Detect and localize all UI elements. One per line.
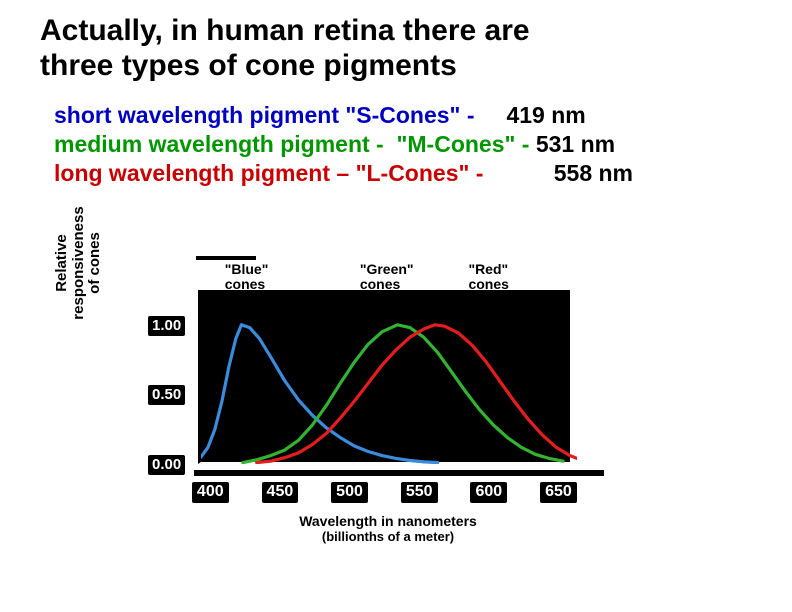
x-axis-label-l2: (billionths of a meter) <box>322 529 454 544</box>
title-line-2: three types of cone pigments <box>40 49 457 82</box>
l-cone-text: long wavelength pigment – "L-Cones" - <box>54 160 554 186</box>
xtick-4: 600 <box>470 482 507 503</box>
xtick-5: 650 <box>540 482 577 503</box>
ytick-0: 1.00 <box>148 316 185 336</box>
m-cone-text: medium wavelength pigment - "M-Cones" - <box>54 131 536 157</box>
xtick-0: 400 <box>192 482 229 503</box>
x-axis-line <box>194 470 604 476</box>
cone-chart: Relative responsiveness of cones 1.00 0.… <box>60 260 720 590</box>
l-cone-nm: 558 nm <box>554 160 633 186</box>
page-title: Actually, in human retina there are thre… <box>0 0 700 83</box>
chart-svg <box>201 290 577 464</box>
xtick-1: 450 <box>262 482 299 503</box>
annotation-blue: "Blue" cones <box>225 262 269 291</box>
y-axis-label-l1: Relative responsiveness <box>53 206 87 319</box>
annotation-green: "Green" cones <box>360 262 414 291</box>
s-cone-nm: 419 nm <box>506 102 585 128</box>
l-cone-row: long wavelength pigment – "L-Cones" - 55… <box>54 159 792 188</box>
plot-top-tick <box>196 256 256 260</box>
ytick-1: 0.50 <box>148 385 185 405</box>
cone-list: short wavelength pigment "S-Cones" - 419… <box>0 101 792 187</box>
title-line-1: Actually, in human retina there are <box>40 14 530 47</box>
s-cone-text: short wavelength pigment "S-Cones" - <box>54 102 506 128</box>
y-axis-label-l2: of cones <box>86 232 103 294</box>
xtick-2: 500 <box>331 482 368 503</box>
x-axis-label: Wavelength in nanometers (billionths of … <box>228 514 548 545</box>
y-axis-label: Relative responsiveness of cones <box>54 178 94 348</box>
ytick-2: 0.00 <box>148 455 185 475</box>
m-cone-row: medium wavelength pigment - "M-Cones" - … <box>54 130 792 159</box>
red-curve <box>257 325 577 463</box>
annotation-red: "Red" cones <box>468 262 508 291</box>
m-cone-nm: 531 nm <box>536 131 615 157</box>
x-axis-label-l1: Wavelength in nanometers <box>299 513 477 529</box>
s-cone-row: short wavelength pigment "S-Cones" - 419… <box>54 101 792 130</box>
xtick-3: 550 <box>401 482 438 503</box>
chart-plot-area <box>198 290 574 464</box>
